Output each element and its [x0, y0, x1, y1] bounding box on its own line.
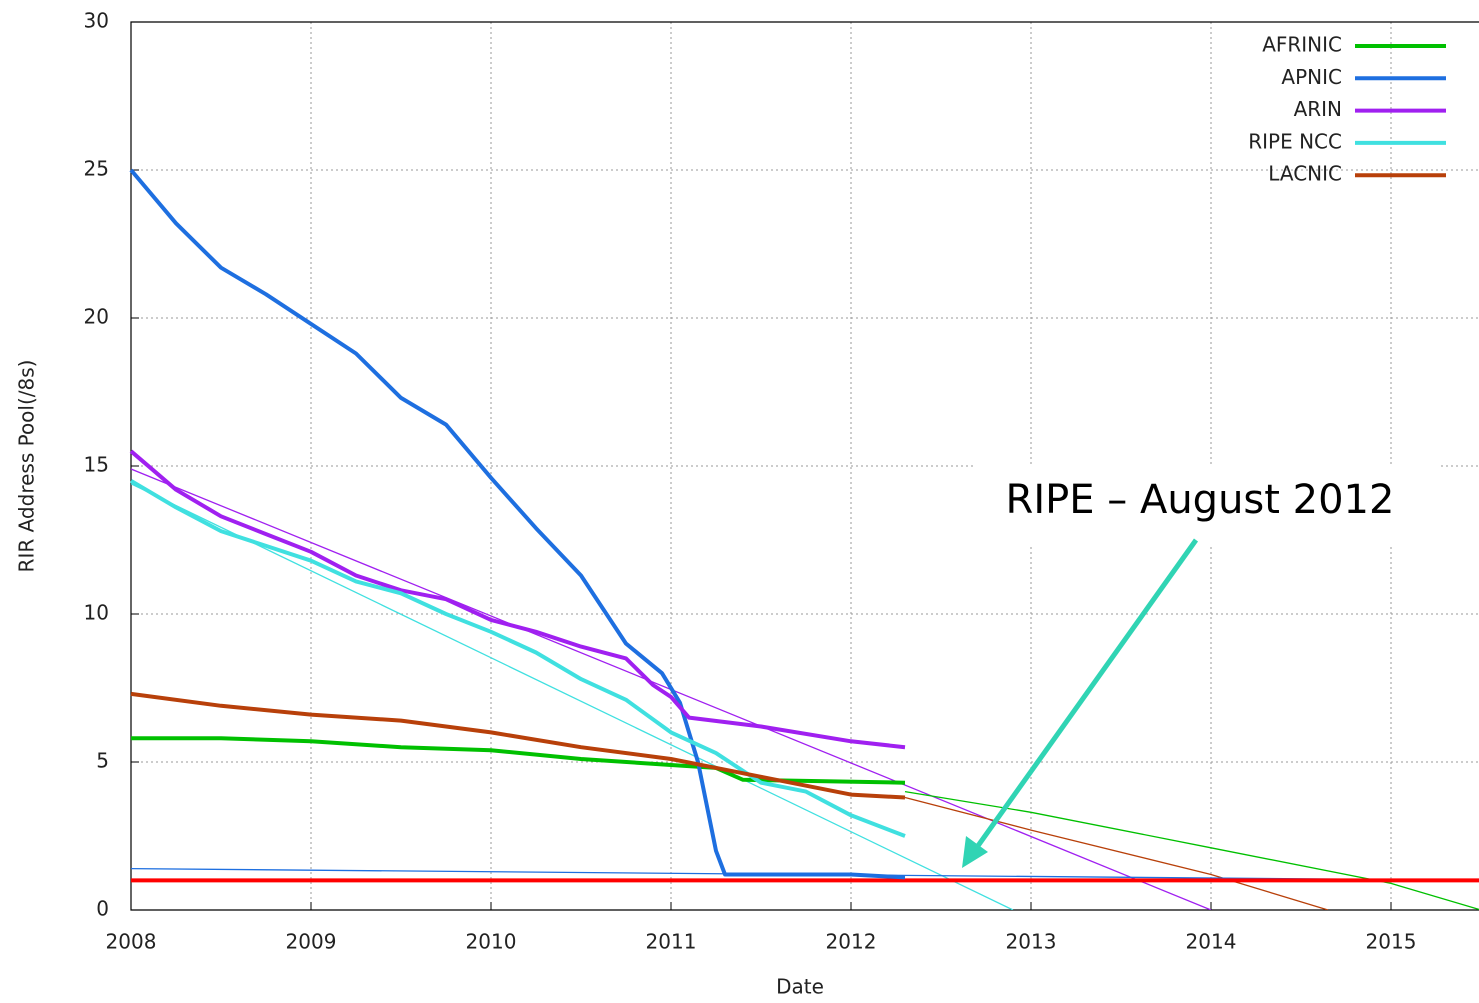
- legend-label: RIPE NCC: [1248, 129, 1342, 153]
- x-tick-label: 2012: [826, 930, 877, 954]
- legend-label: LACNIC: [1268, 162, 1342, 186]
- x-tick-label: 2013: [1006, 930, 1057, 954]
- y-axis-label: RIR Address Pool(/8s): [15, 360, 39, 573]
- x-tick-label: 2014: [1186, 930, 1237, 954]
- annotation: RIPE – August 2012: [1006, 477, 1395, 523]
- plot-area: 0 5 10 15 20 25 30 2008 2009 2010 2011 2012 2013 2014…: [84, 9, 1479, 954]
- x-tick-label: 2010: [466, 930, 517, 954]
- arrow-shaft: [972, 538, 1199, 852]
- legend-label: AFRINIC: [1262, 33, 1342, 57]
- plot-frame: [130, 21, 1479, 911]
- series-line: [130, 691, 906, 800]
- x-axis-label: Date: [776, 975, 824, 999]
- x-tick-label: 2011: [646, 930, 697, 954]
- x-tick-label: 2008: [106, 930, 157, 954]
- x-tick-label: 2009: [286, 930, 337, 954]
- series-line: [129, 449, 906, 750]
- legend-label: ARIN: [1294, 97, 1342, 121]
- y-tick-label: 20: [84, 305, 109, 329]
- legend-label: APNIC: [1281, 65, 1342, 89]
- y-tick-label: 5: [96, 749, 109, 773]
- series-line: [129, 479, 906, 838]
- trend-line: [904, 790, 1479, 910]
- y-tick-label: 30: [84, 9, 109, 33]
- x-tick-label: 2015: [1366, 930, 1417, 954]
- trend-line: [131, 483, 1014, 910]
- y-tick-label: 10: [84, 601, 109, 625]
- trend-line: [904, 796, 1329, 910]
- arrow-head: [962, 836, 988, 868]
- annotation-arrow: [962, 538, 1199, 868]
- series-line: [129, 168, 906, 880]
- annotation-box: [975, 465, 1440, 545]
- y-tick-label: 0: [96, 897, 109, 921]
- y-tick-label: 25: [84, 157, 109, 181]
- y-tick-label: 15: [84, 453, 109, 477]
- series-line: [131, 736, 906, 785]
